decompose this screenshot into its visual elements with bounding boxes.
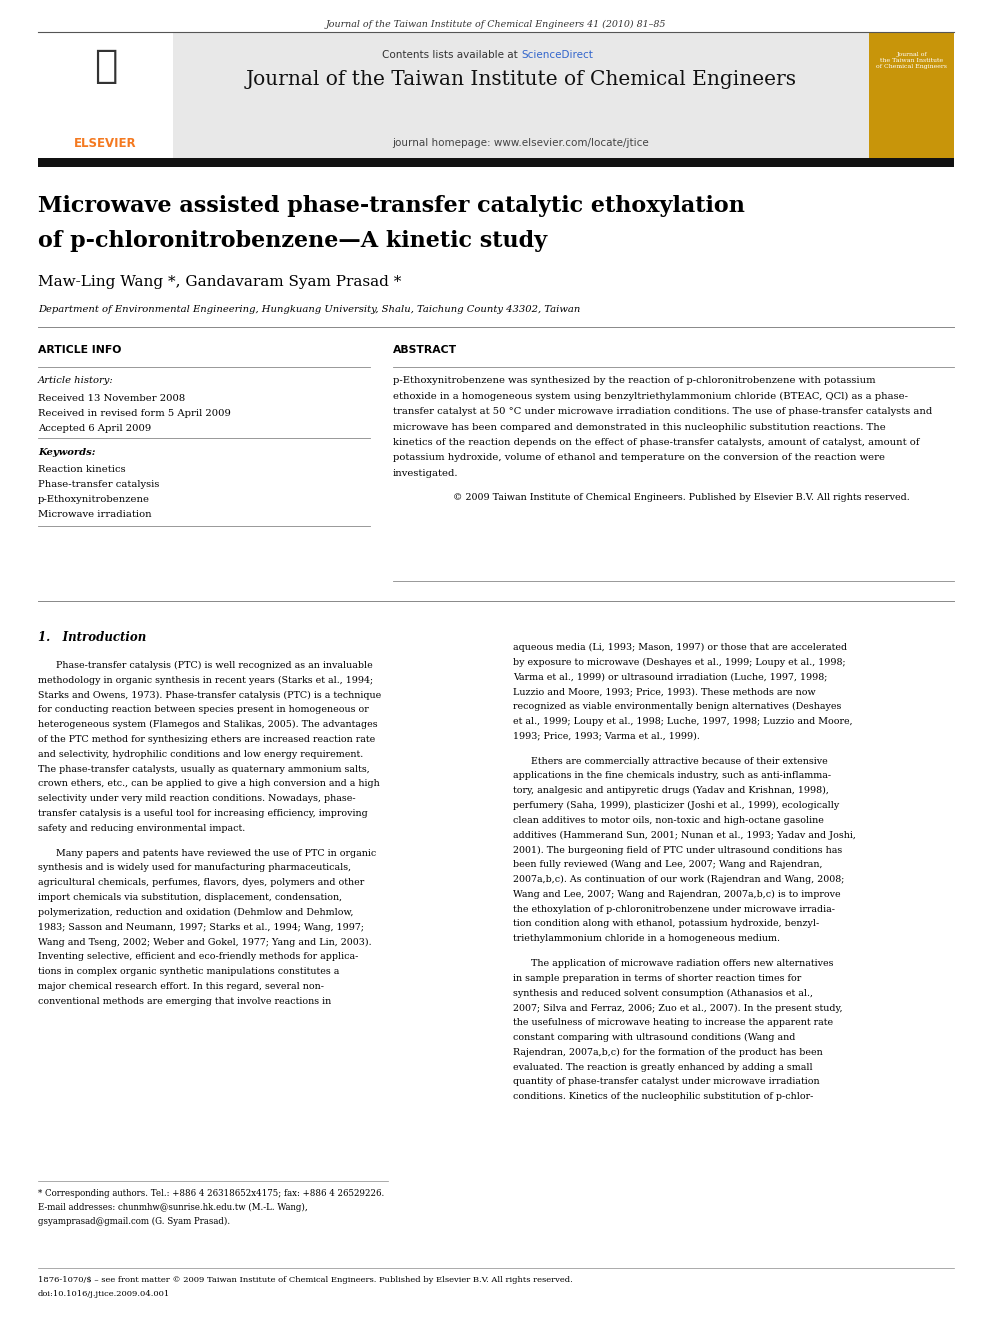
Text: Contents lists available at: Contents lists available at [382,50,521,60]
Text: Starks and Owens, 1973). Phase-transfer catalysis (PTC) is a technique: Starks and Owens, 1973). Phase-transfer … [38,691,381,700]
Text: major chemical research effort. In this regard, several non-: major chemical research effort. In this … [38,982,324,991]
Text: safety and reducing environmental impact.: safety and reducing environmental impact… [38,824,245,832]
Text: Varma et al., 1999) or ultrasound irradiation (Luche, 1997, 1998;: Varma et al., 1999) or ultrasound irradi… [513,672,827,681]
Text: * Corresponding authors. Tel.: +886 4 26318652x4175; fax: +886 4 26529226.: * Corresponding authors. Tel.: +886 4 26… [38,1189,384,1199]
Text: gsyamprasad@gmail.com (G. Syam Prasad).: gsyamprasad@gmail.com (G. Syam Prasad). [38,1217,230,1226]
Text: p-Ethoxynitrobenzene: p-Ethoxynitrobenzene [38,495,150,504]
Text: Wang and Tseng, 2002; Weber and Gokel, 1977; Yang and Lin, 2003).: Wang and Tseng, 2002; Weber and Gokel, 1… [38,938,372,946]
Text: E-mail addresses: chunmhw@sunrise.hk.edu.tw (M.-L. Wang),: E-mail addresses: chunmhw@sunrise.hk.edu… [38,1203,308,1212]
Text: 2007a,b,c). As continuation of our work (Rajendran and Wang, 2008;: 2007a,b,c). As continuation of our work … [513,875,844,884]
Text: 2001). The burgeoning field of PTC under ultrasound conditions has: 2001). The burgeoning field of PTC under… [513,845,842,855]
Text: Journal of the Taiwan Institute of Chemical Engineers: Journal of the Taiwan Institute of Chemi… [245,70,797,89]
Text: of p-chloronitrobenzene—A kinetic study: of p-chloronitrobenzene—A kinetic study [38,230,548,251]
Text: in sample preparation in terms of shorter reaction times for: in sample preparation in terms of shorte… [513,974,802,983]
Text: Rajendran, 2007a,b,c) for the formation of the product has been: Rajendran, 2007a,b,c) for the formation … [513,1048,822,1057]
Text: Microwave assisted phase-transfer catalytic ethoxylation: Microwave assisted phase-transfer cataly… [38,194,745,217]
Text: tion condition along with ethanol, potassium hydroxide, benzyl-: tion condition along with ethanol, potas… [513,919,819,929]
Text: synthesis and reduced solvent consumption (Athanasios et al.,: synthesis and reduced solvent consumptio… [513,988,813,998]
Text: potassium hydroxide, volume of ethanol and temperature on the conversion of the : potassium hydroxide, volume of ethanol a… [393,454,885,463]
Text: triethylammonium chloride in a homogeneous medium.: triethylammonium chloride in a homogeneo… [513,934,780,943]
Text: Microwave irradiation: Microwave irradiation [38,509,152,519]
Text: tory, analgesic and antipyretic drugs (Yadav and Krishnan, 1998),: tory, analgesic and antipyretic drugs (Y… [513,786,829,795]
Text: 1876-1070/$ – see front matter © 2009 Taiwan Institute of Chemical Engineers. Pu: 1876-1070/$ – see front matter © 2009 Ta… [38,1275,572,1285]
Text: Department of Environmental Engineering, Hungkuang University, Shalu, Taichung C: Department of Environmental Engineering,… [38,306,580,314]
Bar [38,32,173,157]
Text: doi:10.1016/j.jtice.2009.04.001: doi:10.1016/j.jtice.2009.04.001 [38,1290,171,1298]
Text: additives (Hammerand Sun, 2001; Nunan et al., 1993; Yadav and Joshi,: additives (Hammerand Sun, 2001; Nunan et… [513,831,856,840]
Text: Journal of
the Taiwan Institute
of Chemical Engineers: Journal of the Taiwan Institute of Chemi… [876,52,947,69]
Text: import chemicals via substitution, displacement, condensation,: import chemicals via substitution, displ… [38,893,342,902]
Text: agricultural chemicals, perfumes, flavors, dyes, polymers and other: agricultural chemicals, perfumes, flavor… [38,878,364,888]
Text: Accepted 6 April 2009: Accepted 6 April 2009 [38,423,151,433]
Text: evaluated. The reaction is greatly enhanced by adding a small: evaluated. The reaction is greatly enhan… [513,1062,812,1072]
Text: perfumery (Saha, 1999), plasticizer (Joshi et al., 1999), ecologically: perfumery (Saha, 1999), plasticizer (Jos… [513,800,839,810]
Text: Wang and Lee, 2007; Wang and Rajendran, 2007a,b,c) is to improve: Wang and Lee, 2007; Wang and Rajendran, … [513,890,840,898]
Text: been fully reviewed (Wang and Lee, 2007; Wang and Rajendran,: been fully reviewed (Wang and Lee, 2007;… [513,860,822,869]
Text: Reaction kinetics: Reaction kinetics [38,464,126,474]
Text: Journal of the Taiwan Institute of Chemical Engineers 41 (2010) 81–85: Journal of the Taiwan Institute of Chemi… [325,20,667,29]
Text: ScienceDirect: ScienceDirect [521,50,593,60]
Text: Received in revised form 5 April 2009: Received in revised form 5 April 2009 [38,409,231,418]
Text: ELSEVIER: ELSEVIER [74,138,137,149]
Text: ABSTRACT: ABSTRACT [393,345,457,355]
Text: 2007; Silva and Ferraz, 2006; Zuo et al., 2007). In the present study,: 2007; Silva and Ferraz, 2006; Zuo et al.… [513,1003,842,1012]
Text: kinetics of the reaction depends on the effect of phase-transfer catalysts, amou: kinetics of the reaction depends on the … [393,438,920,447]
Text: p-Ethoxynitrobenzene was synthesized by the reaction of p-chloronitrobenzene wit: p-Ethoxynitrobenzene was synthesized by … [393,376,876,385]
Text: The phase-transfer catalysts, usually as quaternary ammonium salts,: The phase-transfer catalysts, usually as… [38,765,370,774]
Text: tions in complex organic synthetic manipulations constitutes a: tions in complex organic synthetic manip… [38,967,339,976]
Text: for conducting reaction between species present in homogeneous or: for conducting reaction between species … [38,705,369,714]
Text: clean additives to motor oils, non-toxic and high-octane gasoline: clean additives to motor oils, non-toxic… [513,816,824,824]
Text: © 2009 Taiwan Institute of Chemical Engineers. Published by Elsevier B.V. All ri: © 2009 Taiwan Institute of Chemical Engi… [453,492,910,501]
Bar [173,32,869,157]
Text: ARTICLE INFO: ARTICLE INFO [38,345,121,355]
Text: selectivity under very mild reaction conditions. Nowadays, phase-: selectivity under very mild reaction con… [38,794,355,803]
Text: Luzzio and Moore, 1993; Price, 1993). These methods are now: Luzzio and Moore, 1993; Price, 1993). Th… [513,688,815,696]
Text: Article history:: Article history: [38,376,114,385]
Text: quantity of phase-transfer catalyst under microwave irradiation: quantity of phase-transfer catalyst unde… [513,1077,819,1086]
Text: 1983; Sasson and Neumann, 1997; Starks et al., 1994; Wang, 1997;: 1983; Sasson and Neumann, 1997; Starks e… [38,922,364,931]
Text: constant comparing with ultrasound conditions (Wang and: constant comparing with ultrasound condi… [513,1033,796,1043]
Text: investigated.: investigated. [393,468,458,478]
Text: applications in the fine chemicals industry, such as anti-inflamma-: applications in the fine chemicals indus… [513,771,831,781]
Bar [38,157,954,167]
Text: transfer catalysis is a useful tool for increasing efficiency, improving: transfer catalysis is a useful tool for … [38,808,368,818]
Text: Many papers and patents have reviewed the use of PTC in organic: Many papers and patents have reviewed th… [38,848,376,857]
Text: the usefulness of microwave heating to increase the apparent rate: the usefulness of microwave heating to i… [513,1019,833,1027]
Text: microwave has been compared and demonstrated in this nucleophilic substitution r: microwave has been compared and demonstr… [393,422,886,431]
Text: aqueous media (Li, 1993; Mason, 1997) or those that are accelerated: aqueous media (Li, 1993; Mason, 1997) or… [513,643,847,652]
Text: crown ethers, etc., can be applied to give a high conversion and a high: crown ethers, etc., can be applied to gi… [38,779,380,789]
Text: 🌲: 🌲 [94,48,117,85]
Text: Inventing selective, efficient and eco-friendly methods for applica-: Inventing selective, efficient and eco-f… [38,953,358,962]
Text: synthesis and is widely used for manufacturing pharmaceuticals,: synthesis and is widely used for manufac… [38,864,351,872]
Text: of the PTC method for synthesizing ethers are increased reaction rate: of the PTC method for synthesizing ether… [38,736,375,744]
Text: journal homepage: www.elsevier.com/locate/jtice: journal homepage: www.elsevier.com/locat… [393,138,650,148]
Text: Maw-Ling Wang *, Gandavaram Syam Prasad *: Maw-Ling Wang *, Gandavaram Syam Prasad … [38,275,402,288]
Text: Phase-transfer catalysis: Phase-transfer catalysis [38,480,160,490]
Text: methodology in organic synthesis in recent years (Starks et al., 1994;: methodology in organic synthesis in rece… [38,676,373,685]
Text: and selectivity, hydrophilic conditions and low energy requirement.: and selectivity, hydrophilic conditions … [38,750,363,759]
Text: recognized as viable environmentally benign alternatives (Deshayes: recognized as viable environmentally ben… [513,703,841,712]
Bar [869,32,954,157]
Text: heterogeneous system (Flamegos and Stalikas, 2005). The advantages: heterogeneous system (Flamegos and Stali… [38,720,378,729]
Text: conditions. Kinetics of the nucleophilic substitution of p-chlor-: conditions. Kinetics of the nucleophilic… [513,1093,813,1101]
Text: the ethoxylation of p-chloronitrobenzene under microwave irradia-: the ethoxylation of p-chloronitrobenzene… [513,905,835,914]
Text: The application of microwave radiation offers new alternatives: The application of microwave radiation o… [513,959,833,968]
Text: Phase-transfer catalysis (PTC) is well recognized as an invaluable: Phase-transfer catalysis (PTC) is well r… [38,662,373,671]
Text: Received 13 November 2008: Received 13 November 2008 [38,394,186,404]
Text: conventional methods are emerging that involve reactions in: conventional methods are emerging that i… [38,996,331,1005]
Text: by exposure to microwave (Deshayes et al., 1999; Loupy et al., 1998;: by exposure to microwave (Deshayes et al… [513,658,845,667]
Text: ethoxide in a homogeneous system using benzyltriethylammonium chloride (BTEAC, Q: ethoxide in a homogeneous system using b… [393,392,908,401]
Text: Keywords:: Keywords: [38,448,95,456]
Text: 1993; Price, 1993; Varma et al., 1999).: 1993; Price, 1993; Varma et al., 1999). [513,732,700,741]
Text: et al., 1999; Loupy et al., 1998; Luche, 1997, 1998; Luzzio and Moore,: et al., 1999; Loupy et al., 1998; Luche,… [513,717,853,726]
Text: 1.   Introduction: 1. Introduction [38,631,146,644]
Text: transfer catalyst at 50 °C under microwave irradiation conditions. The use of ph: transfer catalyst at 50 °C under microwa… [393,407,932,415]
Text: polymerization, reduction and oxidation (Dehmlow and Dehmlow,: polymerization, reduction and oxidation … [38,908,353,917]
Text: Ethers are commercially attractive because of their extensive: Ethers are commercially attractive becau… [513,757,827,766]
